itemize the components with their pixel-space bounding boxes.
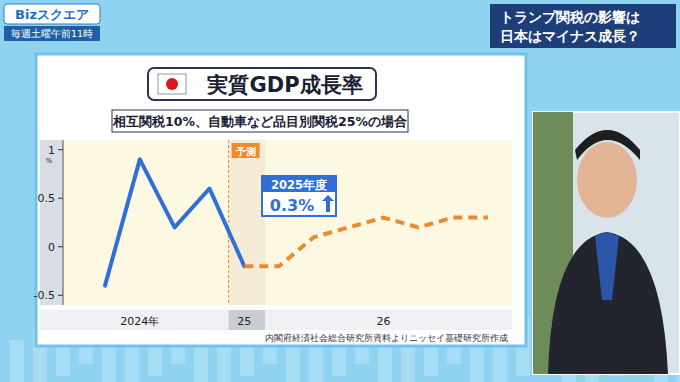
series-line bbox=[244, 218, 488, 267]
flag bbox=[158, 74, 186, 94]
subtitle: 相互関税10%、自動車など品目別関税25%の場合 bbox=[112, 114, 407, 129]
x-tick-label: 2024年 bbox=[120, 315, 159, 328]
source: 内閣府経済社会総合研究所資料よりニッセイ基礎研究所作成 bbox=[265, 333, 508, 343]
forecast-divider bbox=[228, 140, 229, 305]
title: 実質GDP成長率 bbox=[206, 73, 362, 97]
y-axis bbox=[63, 140, 64, 305]
y-axis-band bbox=[40, 140, 63, 305]
root: Bizスクエア毎週土曜午前11時 トランプ関税の影響は日本はマイナス成長？ 実質GD… bbox=[0, 0, 680, 382]
presenter-suit bbox=[548, 232, 668, 374]
subtitle-box bbox=[112, 110, 408, 132]
annotation-value: 0.3% bbox=[270, 196, 314, 215]
y-tick-label: 0.5 bbox=[38, 192, 56, 205]
headline: 日本はマイナス成長？ bbox=[500, 28, 640, 44]
headline-box bbox=[490, 4, 676, 48]
forecast-label: 予測 bbox=[235, 146, 256, 157]
y-tick bbox=[58, 149, 63, 150]
forecast-tag bbox=[232, 143, 260, 158]
y-tick-label: 0 bbox=[48, 241, 55, 254]
logo: Bizスクエア bbox=[15, 7, 89, 22]
chart-panel bbox=[36, 54, 526, 346]
y-tick-label: 1 bbox=[48, 144, 55, 157]
bg-building bbox=[10, 340, 24, 382]
annotation-year: 2025年度 bbox=[271, 178, 327, 192]
flag-sun bbox=[166, 78, 178, 90]
presenter-frame bbox=[533, 112, 680, 374]
annotation-header bbox=[262, 176, 336, 192]
background bbox=[0, 0, 680, 382]
y-tick-label: -0.5 bbox=[34, 289, 55, 302]
headline: トランプ関税の影響は bbox=[500, 9, 640, 25]
y-unit: % bbox=[46, 157, 53, 165]
x-tick-label: 26 bbox=[377, 315, 391, 328]
x-tick-label: 25 bbox=[237, 315, 251, 328]
logo-box bbox=[4, 4, 100, 24]
presenter-hair bbox=[575, 130, 640, 160]
x-band-shade bbox=[229, 310, 266, 330]
schedule-box bbox=[4, 26, 100, 41]
y-tick bbox=[58, 295, 63, 296]
frame: Bizスクエア毎週土曜午前11時 トランプ関税の影響は日本はマイナス成長？ 実質GD… bbox=[0, 0, 680, 382]
annotation-arrow bbox=[322, 195, 334, 212]
x-axis-band bbox=[40, 310, 512, 330]
y-tick bbox=[58, 198, 63, 199]
series-line bbox=[105, 159, 244, 285]
schedule: 毎週土曜午前11時 bbox=[11, 28, 93, 39]
annotation-box bbox=[262, 176, 336, 216]
marks bbox=[105, 159, 488, 285]
plot-shade bbox=[229, 140, 266, 305]
presenter-tie bbox=[595, 232, 619, 300]
presenter-head bbox=[577, 142, 637, 218]
title-box bbox=[148, 68, 376, 100]
y-tick bbox=[58, 246, 63, 247]
plot-area bbox=[63, 140, 512, 305]
